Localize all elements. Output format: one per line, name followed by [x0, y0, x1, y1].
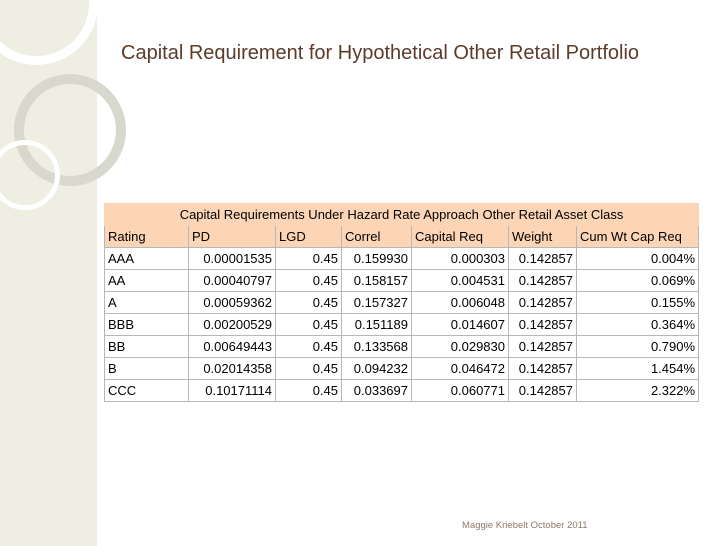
column-header-correl: Correl	[341, 225, 412, 248]
correl-cell: 0.157327	[341, 291, 412, 314]
rating-cell: A	[104, 291, 189, 314]
pd-cell: 0.00649443	[188, 335, 276, 358]
column-header-pd: PD	[188, 225, 276, 248]
pd-cell: 0.00200529	[188, 313, 276, 336]
cum-wt-cap-req-cell: 0.069%	[575, 269, 700, 292]
column-header-weight: Weight	[508, 225, 577, 248]
lgd-cell: 0.45	[275, 269, 342, 292]
capital-req-cell: 0.000303	[411, 247, 509, 270]
pd-cell: 0.00040797	[188, 269, 276, 292]
capital-req-cell: 0.060771	[411, 379, 509, 402]
pd-cell: 0.00001535	[188, 247, 276, 270]
cum-wt-cap-req-cell: 1.454%	[575, 357, 700, 380]
slide-footer: Maggie Kriebelt October 2011	[462, 520, 588, 531]
column-header-capital-req: Capital Req	[411, 225, 509, 248]
capital-req-cell: 0.014607	[411, 313, 509, 336]
table-row: AA 0.00040797 0.45 0.158157 0.004531 0.1…	[104, 269, 700, 292]
correl-cell: 0.033697	[341, 379, 412, 402]
rating-cell: CCC	[104, 379, 189, 402]
cum-wt-cap-req-cell: 0.004%	[575, 247, 700, 270]
pd-cell: 0.02014358	[188, 357, 276, 380]
correl-cell: 0.158157	[341, 269, 412, 292]
cum-wt-cap-req-cell: 0.155%	[575, 291, 700, 314]
rating-cell: B	[104, 357, 189, 380]
column-header-rating: Rating	[104, 225, 189, 248]
correl-cell: 0.133568	[341, 335, 412, 358]
weight-cell: 0.142857	[508, 247, 577, 270]
table-row: CCC 0.10171114 0.45 0.033697 0.060771 0.…	[104, 379, 700, 402]
table-caption: Capital Requirements Under Hazard Rate A…	[103, 203, 700, 226]
weight-cell: 0.142857	[508, 357, 577, 380]
lgd-cell: 0.45	[275, 357, 342, 380]
lgd-cell: 0.45	[275, 247, 342, 270]
weight-cell: 0.142857	[508, 379, 577, 402]
capital-req-cell: 0.046472	[411, 357, 509, 380]
capital-req-cell: 0.004531	[411, 269, 509, 292]
table-row: A 0.00059362 0.45 0.157327 0.006048 0.14…	[104, 291, 700, 314]
cum-wt-cap-req-cell: 0.364%	[575, 313, 700, 336]
table-row: B 0.02014358 0.45 0.094232 0.046472 0.14…	[104, 357, 700, 380]
pd-cell: 0.00059362	[188, 291, 276, 314]
rating-cell: AA	[104, 269, 189, 292]
correl-cell: 0.094232	[341, 357, 412, 380]
weight-cell: 0.142857	[508, 269, 577, 292]
capital-req-cell: 0.006048	[411, 291, 509, 314]
capital-req-cell: 0.029830	[411, 335, 509, 358]
column-header-cum-wt-cap-req: Cum Wt Cap Req	[575, 225, 700, 248]
weight-cell: 0.142857	[508, 335, 577, 358]
cum-wt-cap-req-cell: 2.322%	[575, 379, 700, 402]
decorative-ring	[14, 74, 126, 186]
rating-cell: AAA	[104, 247, 189, 270]
lgd-cell: 0.45	[275, 313, 342, 336]
weight-cell: 0.142857	[508, 291, 577, 314]
rating-cell: BB	[104, 335, 189, 358]
column-header-lgd: LGD	[275, 225, 342, 248]
weight-cell: 0.142857	[508, 313, 577, 336]
lgd-cell: 0.45	[275, 379, 342, 402]
decorative-ring	[0, 140, 60, 210]
rating-cell: BBB	[104, 313, 189, 336]
decorative-ring	[0, 0, 98, 65]
lgd-cell: 0.45	[275, 335, 342, 358]
table-row: BBB 0.00200529 0.45 0.151189 0.014607 0.…	[104, 313, 700, 336]
correl-cell: 0.151189	[341, 313, 412, 336]
table-row: BB 0.00649443 0.45 0.133568 0.029830 0.1…	[104, 335, 700, 358]
pd-cell: 0.10171114	[188, 379, 276, 402]
capital-requirement-table: Capital Requirements Under Hazard Rate A…	[103, 203, 700, 402]
correl-cell: 0.159930	[341, 247, 412, 270]
left-decorative-band	[0, 0, 126, 546]
slide-title: Capital Requirement for Hypothetical Oth…	[121, 42, 640, 64]
table-row: AAA 0.00001535 0.45 0.159930 0.000303 0.…	[104, 247, 700, 270]
lgd-cell: 0.45	[275, 291, 342, 314]
cum-wt-cap-req-cell: 0.790%	[575, 335, 700, 358]
